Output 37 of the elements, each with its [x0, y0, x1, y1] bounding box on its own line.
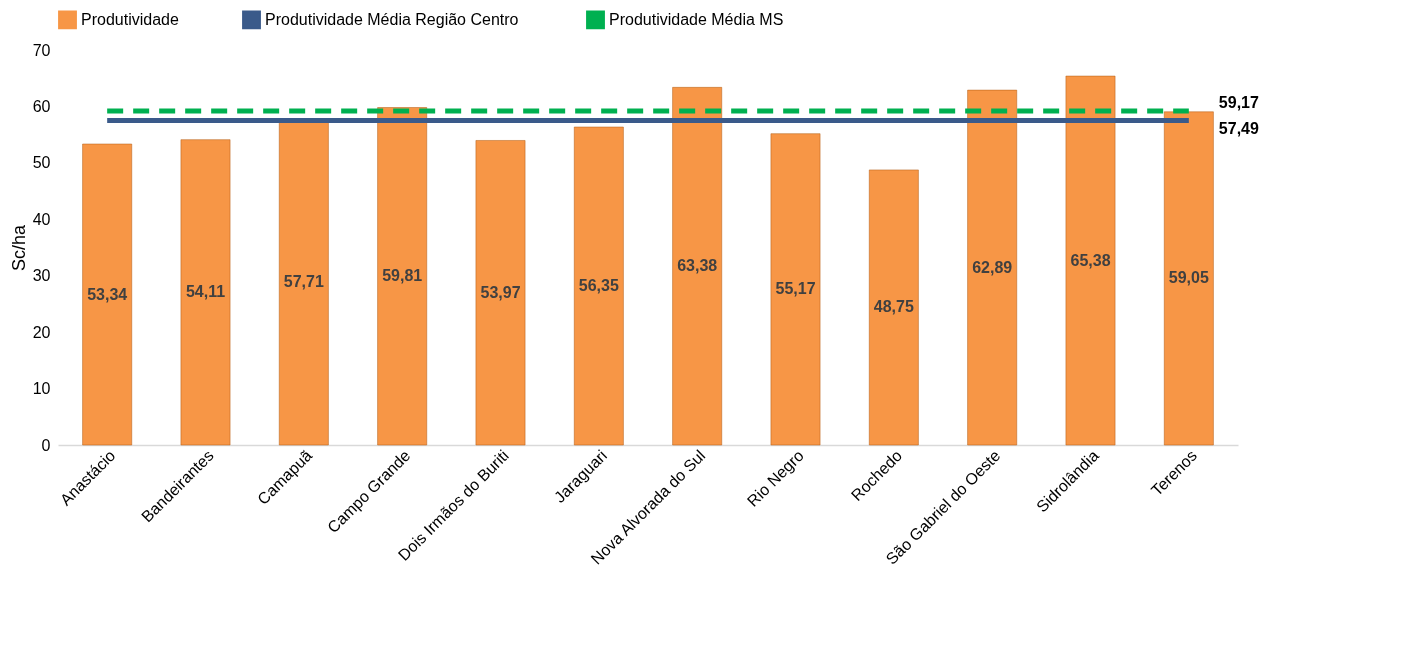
- legend-label: Produtividade Média MS: [609, 10, 784, 28]
- data-label: 59,05: [1168, 269, 1209, 287]
- y-tick-label: 20: [32, 323, 51, 341]
- data-label: 59,81: [382, 267, 423, 285]
- y-axis-title: Sc/ha: [8, 224, 29, 272]
- y-tick-label: 70: [32, 41, 51, 59]
- y-tick-label: 40: [32, 210, 51, 228]
- data-label: 57,49: [1218, 119, 1259, 137]
- data-label: 54,11: [185, 283, 226, 301]
- data-label: 63,38: [677, 257, 718, 275]
- y-tick-label: 0: [41, 436, 51, 454]
- bar: [869, 169, 919, 446]
- data-label: 59,17: [1218, 94, 1259, 112]
- legend-label: Produtividade Média Região Centro: [265, 10, 519, 28]
- bar: [574, 126, 624, 446]
- y-tick-label: 60: [32, 97, 51, 115]
- bar: [180, 139, 231, 446]
- bar: [377, 107, 427, 446]
- y-tick-label: 30: [32, 267, 51, 285]
- y-tick-label: 50: [32, 154, 51, 172]
- legend-label: Produtividade: [81, 10, 179, 28]
- data-label: 53,34: [87, 285, 128, 303]
- bar: [672, 87, 722, 446]
- y-tick-label: 10: [32, 380, 51, 398]
- data-label: 48,75: [873, 298, 914, 316]
- bar: [770, 133, 821, 446]
- data-label: 65,38: [1070, 251, 1111, 269]
- bar: [1065, 75, 1116, 446]
- bar: [82, 143, 132, 446]
- data-label: 56,35: [578, 277, 619, 295]
- bar: [1164, 111, 1214, 446]
- data-label: 57,71: [283, 273, 324, 291]
- bar: [967, 89, 1017, 446]
- data-label: 62,89: [972, 258, 1013, 276]
- bar: [475, 140, 526, 446]
- data-label: 55,17: [775, 280, 816, 298]
- data-label: 53,97: [480, 283, 521, 301]
